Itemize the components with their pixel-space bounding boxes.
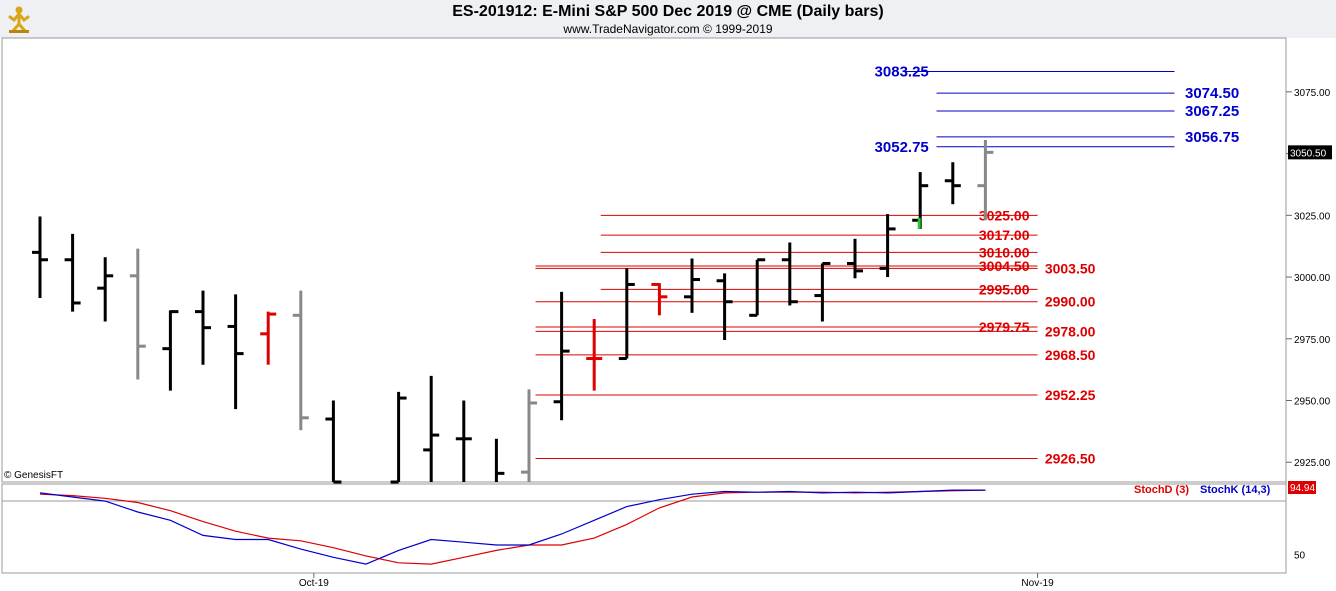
level-label-0: 3083.25	[875, 63, 929, 80]
level-label-16: 2926.50	[1045, 451, 1096, 467]
chart-title: ES-201912: E-Mini S&P 500 Dec 2019 @ CME…	[452, 3, 884, 20]
stoch-layer: 50 StochD (3) StochK (14,3) 94.94	[39, 481, 1316, 565]
level-label-5: 3025.00	[979, 207, 1030, 223]
ohlc-bar-23	[781, 242, 798, 306]
ohlc-bar-20	[684, 258, 700, 313]
stoch-legend-d: StochD (3)	[1134, 484, 1189, 496]
ohlc-bar-1	[64, 233, 81, 312]
last-price-label: 3050.50	[1290, 148, 1327, 159]
level-label-15: 2952.25	[1045, 387, 1096, 403]
ohlc-bar-14	[494, 438, 505, 482]
gold-figure-logo-icon	[8, 6, 30, 33]
ohlc-bar-4	[162, 310, 179, 391]
ohlc-bar-25	[847, 238, 863, 279]
level-label-2: 3067.25	[1185, 103, 1239, 120]
ohlc-bar-16	[553, 291, 570, 421]
ohlc-bar-18	[618, 268, 635, 361]
stoch-panel-frame	[1, 483, 1287, 574]
bars-layer	[32, 140, 994, 484]
x-tick-label-1: Nov-19	[1021, 578, 1054, 589]
level-label-7: 3010.00	[979, 244, 1030, 260]
level-label-13: 2978.00	[1045, 323, 1096, 339]
chart-header	[0, 0, 1336, 38]
price-axis-layer: 2925.00 2950.00 2975.00 3000.00 3025.00 3050.…	[1286, 88, 1332, 469]
stoch-last-value-tag	[1288, 481, 1316, 494]
ohlc-bar-24	[814, 261, 831, 322]
ohlc-bar-15	[521, 389, 537, 482]
ohlc-bar-8	[292, 290, 309, 431]
ohlc-bar-13	[455, 400, 472, 482]
price-tick-label-6: 3075.00	[1294, 88, 1331, 99]
ohlc-bar-12	[423, 375, 440, 482]
level-label-8: 3004.50	[979, 258, 1030, 274]
ohlc-bar-3	[129, 248, 146, 380]
ohlc-bar-22	[749, 258, 766, 317]
price-tick-label-2: 2975.00	[1294, 335, 1331, 346]
last-price-tag	[1288, 145, 1332, 160]
ohlc-bar-19	[651, 282, 668, 316]
ohlc-bar-7	[260, 311, 277, 365]
price-panel-frame	[1, 37, 1287, 483]
x-tick-label-0: Oct-19	[299, 578, 329, 589]
ohlc-bar-17	[586, 319, 603, 391]
chart-subtitle: www.TradeNavigator.com © 1999-2019	[563, 22, 773, 36]
price-tick-label-0: 2925.00	[1294, 458, 1331, 469]
level-label-4: 3052.75	[875, 139, 929, 156]
ohlc-bar-21	[716, 273, 733, 341]
level-label-11: 2990.00	[1045, 294, 1096, 310]
stoch-series-line-1	[39, 489, 986, 565]
ohlc-bar-0	[32, 216, 48, 299]
price-tick-label-1: 2950.00	[1294, 397, 1331, 408]
ohlc-bar-5	[195, 290, 211, 365]
stoch-legend-k: StochK (14,3)	[1200, 484, 1271, 496]
ohlc-bar-26	[879, 214, 896, 278]
ohlc-bar-29	[977, 140, 994, 221]
ohlc-bar-6	[227, 294, 244, 410]
x-axis-layer: Oct-19 Nov-19	[299, 573, 1054, 589]
ohlc-bar-28	[944, 162, 961, 205]
level-label-3: 3056.75	[1185, 129, 1239, 146]
stoch-tick-label-0: 50	[1294, 551, 1306, 562]
copyright-label: © GenesisFT	[4, 470, 63, 481]
level-label-10: 2995.00	[979, 281, 1030, 297]
ohlc-bar-9	[325, 400, 342, 484]
stoch-last-value-label: 94.94	[1290, 483, 1315, 494]
level-label-9: 3003.50	[1045, 260, 1096, 276]
level-label-1: 3074.50	[1185, 85, 1239, 102]
level-label-12: 2979.75	[979, 319, 1030, 335]
ohlc-bar-2	[97, 257, 114, 322]
level-label-6: 3017.00	[979, 227, 1030, 243]
price-tick-label-4: 3025.00	[1294, 211, 1331, 222]
price-tick-label-3: 3000.00	[1294, 273, 1331, 284]
level-label-14: 2968.50	[1045, 347, 1096, 363]
ohlc-bar-11	[390, 391, 407, 484]
